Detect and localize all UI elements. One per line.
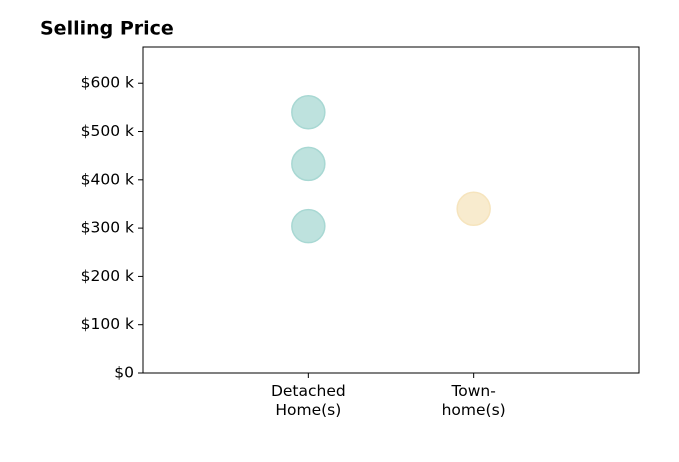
y-tick-label: $300 k bbox=[81, 219, 134, 237]
y-tick-label: $200 k bbox=[81, 267, 134, 285]
point bbox=[456, 191, 491, 227]
y-tick-label: $400 k bbox=[81, 170, 134, 188]
y-tick-label: $500 k bbox=[81, 122, 134, 140]
y-tick-label: $100 k bbox=[81, 315, 134, 333]
y-tick-label: $0 bbox=[114, 364, 134, 382]
point bbox=[291, 94, 326, 130]
point bbox=[291, 146, 326, 182]
x-tick-label: Town- home(s) bbox=[441, 382, 506, 419]
y-tick-label: $600 k bbox=[81, 74, 134, 92]
x-tick-label: Detached Home(s) bbox=[270, 382, 346, 419]
point bbox=[291, 208, 326, 244]
chart-title: Selling Price bbox=[40, 18, 174, 40]
plot-frame bbox=[142, 46, 640, 374]
